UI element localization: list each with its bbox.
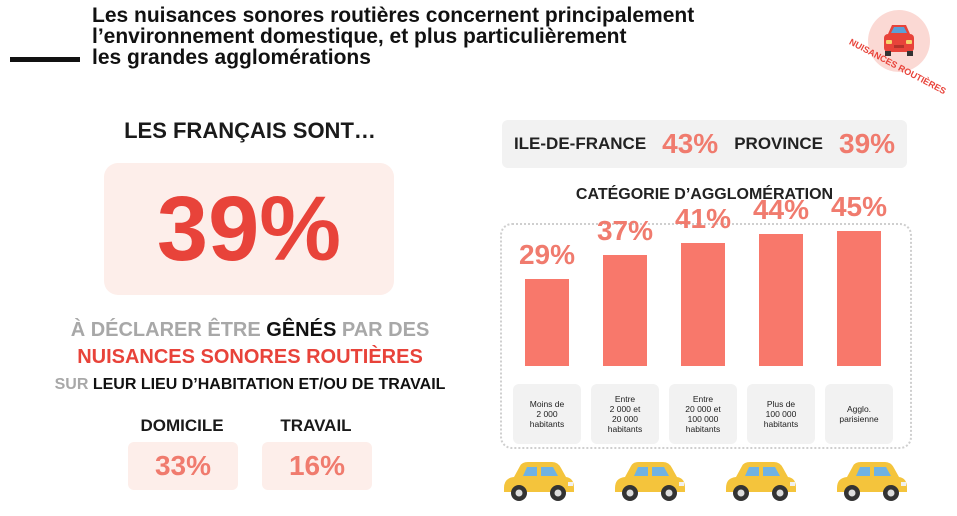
domicile-value: 33%	[128, 442, 238, 490]
text-segment-bold: LEUR LIEU D’HABITATION ET/OU DE TRAVAIL	[92, 376, 446, 393]
bar-value-label: 45%	[830, 191, 888, 222]
chart-frame	[500, 223, 912, 449]
car-icon	[615, 462, 685, 501]
declaration-text: À DÉCLARER ÊTRE GÊNÉS PAR DES NUISANCES …	[40, 317, 460, 398]
province-value: 39%	[839, 128, 896, 159]
car-front-icon	[884, 25, 914, 56]
title-rule	[10, 57, 80, 62]
bar-category-label: Entre 2 000 et 20 000 habitants	[591, 384, 659, 444]
domicile-label: DOMICILE	[140, 416, 224, 435]
bar	[681, 243, 725, 366]
bar-value-label: 29%	[518, 239, 576, 270]
region-bar: ILE-DE-FRANCE 43% PROVINCE 39%	[502, 120, 907, 168]
title-line: Les nuisances sonores routières concerne…	[92, 4, 695, 27]
travail-label: TRAVAIL	[280, 416, 352, 435]
bar-category-label: Moins de 2 000 habitants	[513, 384, 581, 444]
province-label: PROVINCE	[734, 134, 823, 153]
bar-column: 29% Moins de 2 000 habitants	[513, 238, 581, 448]
declaration-line-3: SUR LEUR LIEU D’HABITATION ET/OU DE TRAV…	[40, 371, 460, 398]
category-text: Plus de 100 000 habitants	[763, 399, 799, 429]
text-segment: PAR DES	[336, 319, 430, 341]
text-segment: SUR	[54, 376, 93, 393]
declaration-line-2: NUISANCES SONORES ROUTIÈRES	[77, 346, 423, 368]
text-segment: À DÉCLARER ÊTRE	[70, 319, 267, 341]
bar-value-label: 41%	[674, 203, 732, 234]
category-text: Entre 2 000 et 20 000 habitants	[607, 394, 643, 434]
bar-value-label: 44%	[752, 194, 810, 225]
topic-badge: NUISANCES ROUTIÈRES	[848, 10, 948, 110]
chart-title: CATÉGORIE D’AGGLOMÉRATION	[575, 186, 834, 203]
bar	[525, 279, 569, 366]
big-stat: 39%	[104, 163, 394, 295]
car-icon	[837, 462, 907, 501]
category-text: Entre 20 000 et 100 000 habitants	[685, 394, 721, 434]
idf-value: 43%	[662, 128, 719, 159]
text-segment-bold: GÊNÉS	[266, 319, 337, 341]
bar-category-label: Agglo. parisienne	[825, 384, 893, 444]
car-icon	[504, 462, 574, 501]
left-heading: LES FRANÇAIS SONT…	[124, 118, 376, 143]
idf-label: ILE-DE-FRANCE	[513, 134, 647, 153]
bar-column: 44% Plus de 100 000 habitants	[747, 194, 815, 448]
bar-column: 37% Entre 2 000 et 20 000 habitants	[591, 215, 659, 448]
travail-value: 16%	[262, 442, 372, 490]
category-text: Agglo. parisienne	[839, 404, 879, 424]
title-line: l’environnement domestique, et plus part…	[92, 25, 627, 48]
bar-column: 45% Agglo. parisienne	[825, 191, 893, 448]
bar	[837, 231, 881, 366]
bar-category-label: Entre 20 000 et 100 000 habitants	[669, 384, 737, 444]
page-title: Les nuisances sonores routières concerne…	[92, 5, 812, 68]
bar-category-label: Plus de 100 000 habitants	[747, 384, 815, 444]
bar	[759, 234, 803, 366]
bar-column: 41% Entre 20 000 et 100 000 habitants	[669, 203, 737, 448]
declaration-line-1: À DÉCLARER ÊTRE GÊNÉS PAR DES	[40, 317, 460, 344]
bar	[603, 255, 647, 366]
badge-circle	[868, 10, 930, 72]
bar-value-label: 37%	[596, 215, 654, 246]
car-icon	[726, 462, 796, 501]
title-line: les grandes agglomérations	[92, 46, 371, 69]
category-text: Moins de 2 000 habitants	[529, 399, 565, 429]
